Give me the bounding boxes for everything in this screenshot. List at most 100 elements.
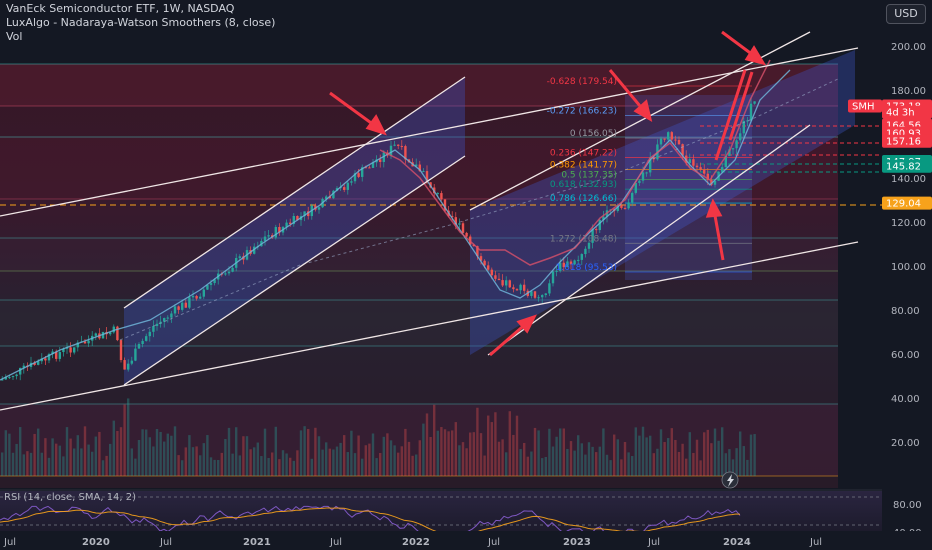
rsi-legend[interactable]: RSI (14, close, SMA, 14, 2) [4, 492, 137, 503]
fib-level-label: -0.628 (179.54) [547, 77, 617, 87]
volume-bar [296, 450, 299, 476]
volume-bar [220, 452, 223, 476]
candle-body [631, 192, 634, 203]
candle-body [289, 222, 292, 224]
candle-body [440, 193, 443, 200]
fib-box [625, 95, 752, 280]
volume-bar [249, 449, 252, 476]
price-tick-label: 40.00 [891, 394, 920, 405]
candle-body [317, 207, 321, 210]
candle-body [728, 149, 731, 156]
candle-body [303, 211, 306, 217]
volume-bar [350, 430, 353, 476]
time-axis-labels: Jul 2020 Jul 2021 Jul 2022 Jul 2023 Jul 2024 Jul [3, 537, 822, 548]
volume-bar [62, 456, 65, 476]
volume-bar [404, 428, 407, 476]
candle-body [508, 280, 511, 288]
candle-body [451, 216, 454, 218]
volume-bar [555, 436, 558, 476]
volume-bar [739, 431, 742, 476]
candle-body [753, 101, 756, 104]
candle-body [674, 139, 677, 141]
nadaraya-watson-line [0, 69, 791, 381]
volume-bar [112, 420, 115, 476]
candle-body [368, 167, 371, 169]
candle-body [209, 283, 213, 285]
candle-body [595, 229, 598, 231]
candle-body [649, 157, 652, 173]
volume-bar [285, 453, 288, 476]
currency-button[interactable]: USD [886, 4, 926, 24]
volume-bar [742, 446, 745, 476]
candle-body [206, 284, 209, 290]
volume-bar [346, 452, 349, 476]
candle-body [37, 361, 40, 365]
candle-body [364, 167, 367, 169]
volume-bar [519, 449, 522, 476]
volume-bar [292, 460, 295, 476]
candle-body [537, 297, 540, 299]
volume-bar [443, 429, 447, 476]
volume-bar [541, 458, 544, 476]
lightning-icon-glyph [727, 474, 734, 487]
indicator-legend[interactable]: LuxAlgo - Nadaraya-Watson Smoothers (8, … [6, 16, 276, 29]
price-badges: SMH173.184d 3h164.56160.93157.16147.9714… [848, 99, 932, 210]
volume-bar [685, 458, 688, 476]
candle-body [530, 291, 533, 296]
candle-body [112, 326, 115, 333]
candle-body [515, 289, 519, 291]
candle-body [739, 133, 742, 141]
candle-body [699, 167, 702, 170]
volume-bar [537, 430, 540, 476]
volume-bar [508, 411, 511, 476]
candle-body [307, 211, 310, 217]
price-badge-label: 4d 3h [886, 108, 915, 119]
volume-bar [523, 442, 526, 476]
candle-body [73, 347, 76, 353]
volume-bar [494, 412, 497, 476]
volume-bar [458, 445, 461, 476]
candle-body [357, 173, 360, 177]
volume-bar [584, 454, 587, 476]
candle-body [58, 352, 61, 359]
candle-body [173, 306, 177, 314]
candle-body [703, 169, 706, 174]
price-axis-labels: 200.00180.00160.00140.00120.00100.0080.0… [891, 42, 926, 449]
candle-body [659, 138, 663, 145]
fib-level-label: 0 (156.05) [570, 129, 617, 139]
candle-body [328, 196, 331, 199]
candle-body [641, 172, 645, 181]
volume-bar [487, 415, 490, 476]
volume-bar [544, 456, 547, 476]
volume-bar [274, 426, 277, 476]
volume-bar [188, 435, 191, 476]
volume-bar [83, 426, 87, 476]
candle-body [116, 326, 119, 341]
volume-legend[interactable]: Vol [6, 30, 23, 43]
candle-body [371, 162, 375, 168]
volume-bar [670, 428, 673, 476]
price-axis[interactable] [882, 0, 932, 550]
candle-body [137, 344, 141, 349]
candle-body [487, 265, 490, 270]
candle-body [83, 341, 87, 344]
rsi-sma-line [0, 507, 741, 536]
candle-body [397, 144, 400, 146]
volume-bar [364, 445, 367, 476]
candle-body [202, 289, 205, 297]
volume-bar [548, 428, 551, 476]
candle-body [458, 223, 461, 225]
candle-body [415, 164, 418, 167]
candle-body [263, 236, 267, 241]
time-axis[interactable] [0, 531, 932, 550]
price-tick-label: 140.00 [891, 174, 926, 185]
volume-bar [627, 452, 630, 476]
volume-bar [184, 447, 187, 476]
volume-bar [515, 415, 519, 476]
candle-body [134, 348, 137, 361]
candle-body [706, 173, 709, 180]
candle-body [145, 336, 148, 341]
volume-bar [461, 442, 465, 476]
candle-body [551, 271, 555, 284]
